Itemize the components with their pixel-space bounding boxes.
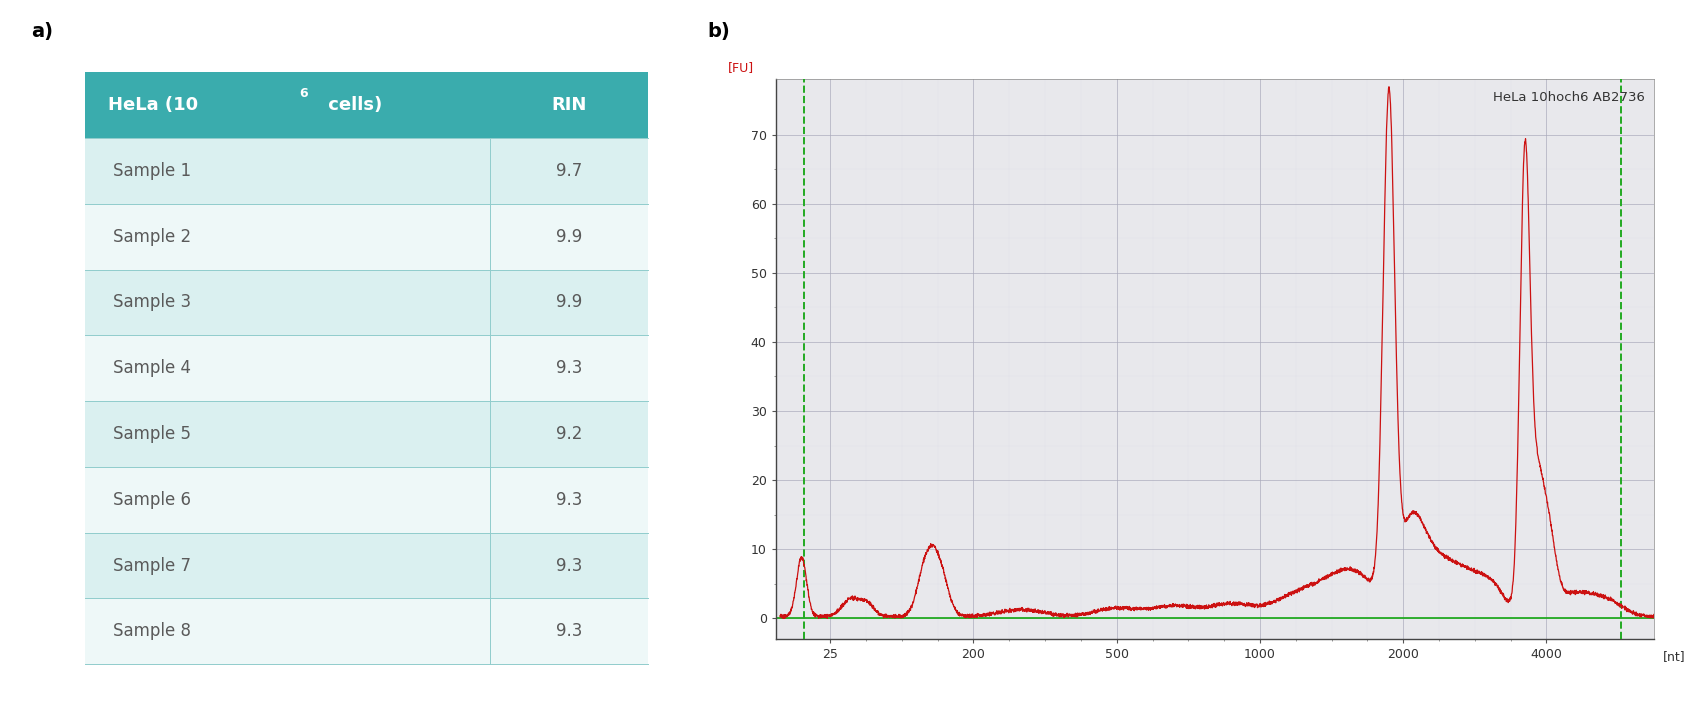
Text: 9.3: 9.3	[556, 557, 583, 575]
Text: Sample 3: Sample 3	[113, 293, 191, 311]
Text: 9.3: 9.3	[556, 622, 583, 640]
Text: 6: 6	[298, 87, 307, 100]
Text: Sample 6: Sample 6	[113, 491, 191, 509]
Bar	[85, 72, 648, 138]
Text: cells): cells)	[322, 96, 382, 114]
Text: 9.9: 9.9	[556, 293, 581, 311]
Text: 9.3: 9.3	[556, 360, 583, 377]
Text: a): a)	[31, 22, 53, 40]
Text: 9.3: 9.3	[556, 491, 583, 509]
Text: 9.9: 9.9	[556, 227, 581, 245]
Text: Sample 1: Sample 1	[113, 162, 191, 180]
Bar	[85, 401, 648, 467]
Text: Sample 2: Sample 2	[113, 227, 191, 245]
Bar	[85, 204, 648, 269]
Bar	[85, 335, 648, 401]
Text: [nt]: [nt]	[1662, 650, 1685, 664]
Text: 9.7: 9.7	[556, 162, 581, 180]
Bar	[85, 467, 648, 533]
Bar	[85, 269, 648, 335]
Text: 9.2: 9.2	[556, 425, 583, 443]
Text: Sample 8: Sample 8	[113, 622, 191, 640]
Bar	[85, 599, 648, 664]
Text: Sample 4: Sample 4	[113, 360, 191, 377]
Text: RIN: RIN	[551, 96, 587, 114]
Text: HeLa 10hoch6 AB2736: HeLa 10hoch6 AB2736	[1494, 90, 1645, 104]
Text: HeLa (10: HeLa (10	[107, 96, 198, 114]
Text: Sample 7: Sample 7	[113, 557, 191, 575]
Bar	[85, 533, 648, 599]
Text: [FU]: [FU]	[728, 61, 754, 74]
Text: Sample 5: Sample 5	[113, 425, 191, 443]
Bar	[85, 138, 648, 204]
Text: b): b)	[708, 22, 730, 40]
